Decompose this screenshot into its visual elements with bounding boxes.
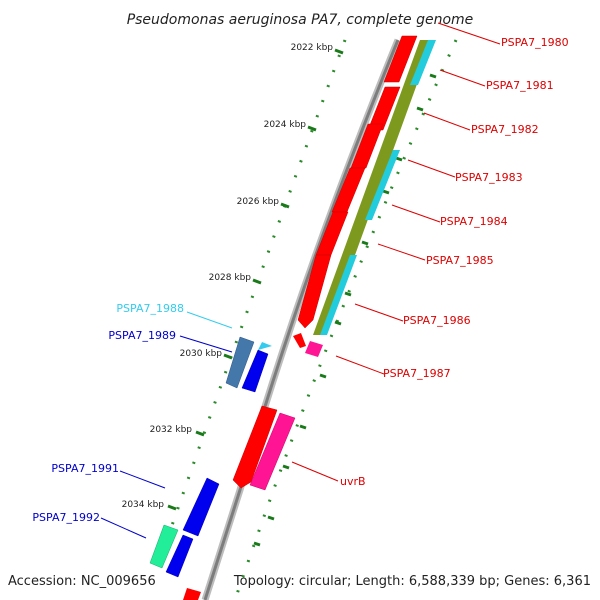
gene-labels: PSPA7_1980 PSPA7_1981 PSPA7_1982 PSPA7_1…	[32, 36, 568, 524]
tick-label-2032: 2032 kbp	[150, 425, 193, 435]
gene-PSPA7_1985[interactable]	[297, 254, 332, 329]
inner-cds-ring	[313, 40, 436, 335]
gene-PSPA7_1989[interactable]	[241, 349, 269, 393]
label-PSPA7_1986: PSPA7_1986	[403, 314, 471, 327]
gene-uvrB-red[interactable]	[232, 405, 278, 489]
tick-label-2028: 2028 kbp	[209, 273, 252, 283]
gene-PSPA7_1989-steel[interactable]	[225, 336, 255, 389]
label-PSPA7_1983: PSPA7_1983	[455, 171, 523, 184]
tick-mark-2030	[223, 353, 233, 360]
label-PSPA7_1981: PSPA7_1981	[486, 79, 554, 92]
tick-mark-2024	[307, 125, 317, 132]
tick-mark-2032	[195, 430, 205, 437]
gene-bottom-red	[183, 588, 201, 600]
accession-label: Accession: NC_009656	[8, 574, 156, 589]
label-PSPA7_1980: PSPA7_1980	[501, 36, 569, 49]
label-PSPA7_1989: PSPA7_1989	[108, 329, 176, 342]
leader-lines	[100, 22, 501, 539]
label-PSPA7_1987: PSPA7_1987	[383, 367, 451, 380]
tick-label-2034: 2034 kbp	[122, 500, 165, 510]
tick-label-2026: 2026 kbp	[237, 197, 280, 207]
tick-mark-2034	[167, 504, 177, 511]
gene-PSPA7_1981[interactable]	[367, 86, 401, 131]
tick-label-2030: 2030 kbp	[180, 349, 223, 359]
cds-cyan-2	[365, 150, 400, 220]
tick-label-2024: 2024 kbp	[264, 120, 307, 130]
label-PSPA7_1992: PSPA7_1992	[32, 511, 100, 524]
gene-PSPA7_1991[interactable]	[182, 477, 220, 537]
inner-ring-ticks	[253, 73, 437, 547]
reverse-strand-genes	[149, 336, 272, 578]
gene-uvrB[interactable]	[249, 412, 296, 491]
label-PSPA7_1991: PSPA7_1991	[51, 462, 119, 475]
gene-PSPA7_1992-green[interactable]	[149, 524, 179, 569]
gene-PSPA7_1982[interactable]	[350, 123, 384, 169]
kbp-ticks: 2022 kbp 2024 kbp 2026 kbp 2028 kbp 2030…	[122, 43, 344, 511]
tick-mark-2022	[334, 48, 344, 55]
gene-PSPA7_1987[interactable]	[305, 341, 323, 357]
topology-label: Topology: circular; Length: 6,588,339 bp…	[233, 574, 591, 589]
map-title: Pseudomonas aeruginosa PA7, complete gen…	[127, 12, 474, 28]
label-PSPA7_1985: PSPA7_1985	[426, 254, 494, 267]
cds-cyan-1	[410, 40, 436, 85]
gene-PSPA7_1980[interactable]	[383, 35, 418, 83]
tick-mark-2028	[252, 278, 262, 285]
label-PSPA7_1984: PSPA7_1984	[440, 215, 508, 228]
label-PSPA7_1988: PSPA7_1988	[116, 302, 184, 315]
tick-label-2022: 2022 kbp	[291, 43, 334, 53]
red-cds-column	[183, 35, 418, 600]
gene-PSPA7_1988[interactable]	[258, 342, 272, 350]
gene-PSPA7_1986[interactable]	[293, 333, 306, 348]
label-PSPA7_1982: PSPA7_1982	[471, 123, 539, 136]
label-uvrB: uvrB	[340, 475, 366, 488]
cds-olive-band	[313, 40, 433, 335]
cds-cyan-3	[320, 255, 357, 335]
gene-PSPA7_1992[interactable]	[165, 534, 194, 578]
tick-mark-2026	[280, 202, 290, 209]
